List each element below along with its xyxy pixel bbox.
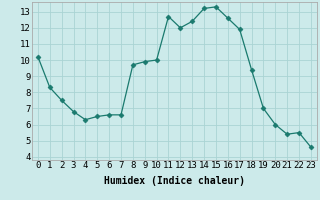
X-axis label: Humidex (Indice chaleur): Humidex (Indice chaleur) (104, 176, 245, 186)
